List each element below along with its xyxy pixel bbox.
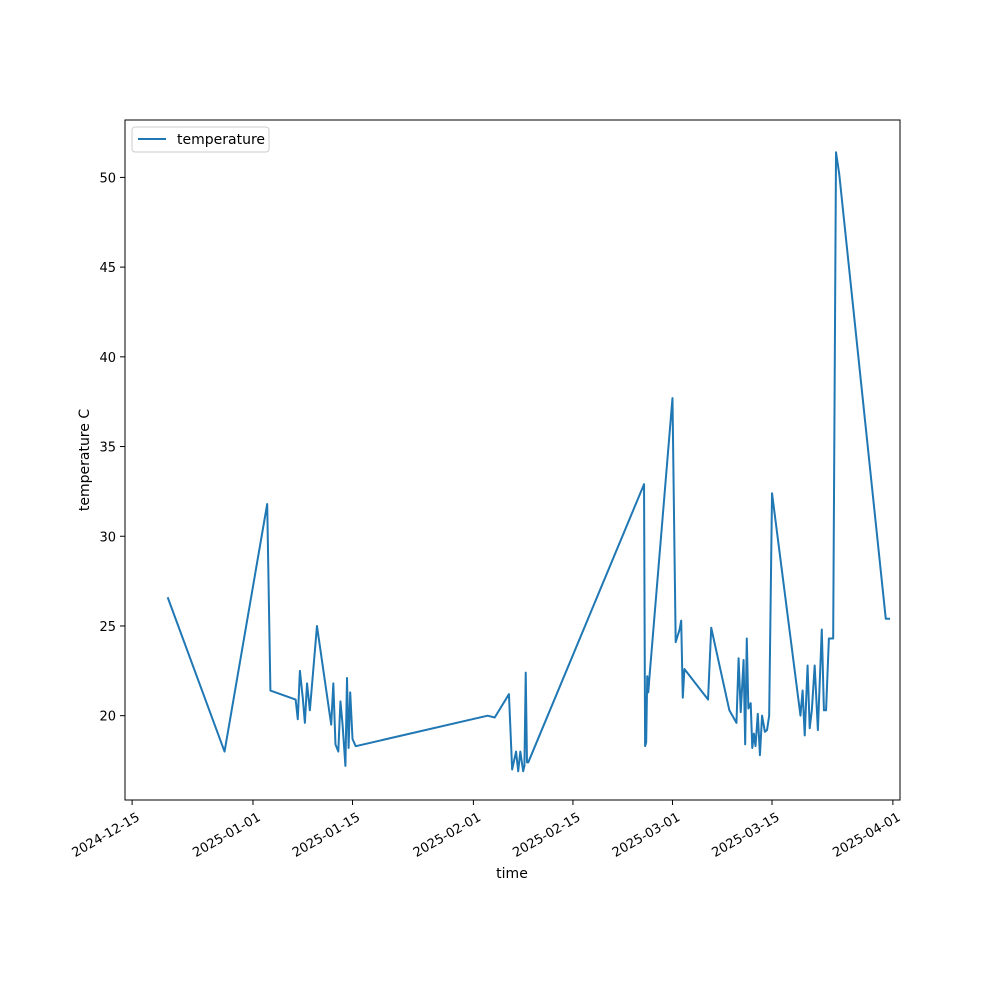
legend: temperature: [131, 126, 270, 153]
y-axis-label: temperature C: [77, 409, 93, 511]
temperature-series-line: [166, 151, 891, 773]
y-tick-label: 30: [99, 530, 116, 545]
axes-frame: [124, 119, 901, 801]
y-tick-label: 50: [99, 171, 116, 186]
y-tick-label: 35: [99, 441, 116, 456]
y-tick-label: 25: [99, 620, 116, 635]
legend-box: [131, 126, 270, 153]
y-tick-label: 40: [99, 351, 116, 366]
y-axis: 20 25 30 35 40 45 50: [99, 171, 125, 725]
legend-label-temperature: temperature: [177, 132, 265, 148]
x-axis-label: time: [496, 866, 528, 882]
y-tick-label: 45: [99, 261, 116, 276]
plot-area: [166, 151, 891, 773]
y-tick-label: 20: [99, 710, 116, 725]
